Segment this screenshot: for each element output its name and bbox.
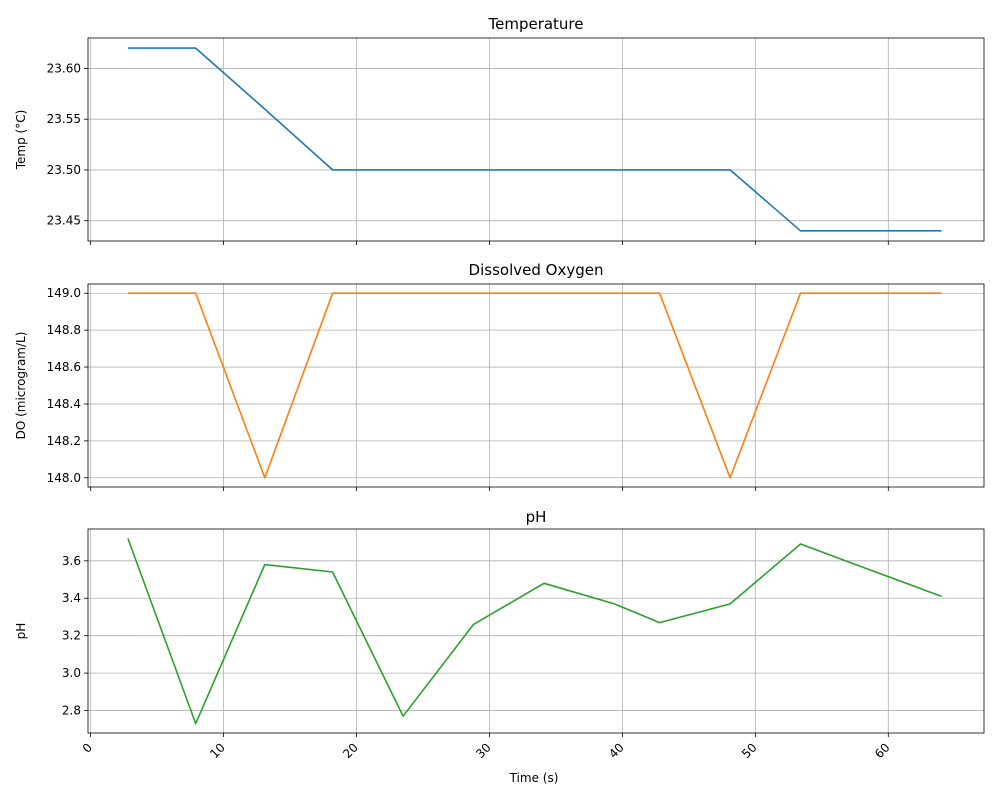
- series-line: [127, 292, 942, 479]
- plot-frame: [87, 528, 985, 734]
- plot-frame: [87, 37, 985, 242]
- x-tick-label: 50: [739, 740, 760, 761]
- y-tick-label: 23.50: [47, 163, 81, 177]
- series-line: [127, 538, 942, 725]
- y-tick-label: 148.6: [47, 360, 81, 374]
- panel-title: Dissolved Oxygen: [469, 261, 604, 279]
- y-axis-label: DO (microgram/L): [14, 332, 28, 440]
- y-tick-label: 3.0: [62, 666, 81, 680]
- x-tick-label: 0: [80, 740, 95, 755]
- y-tick-label: 149.0: [47, 286, 81, 300]
- x-tick-label: 20: [340, 740, 361, 761]
- x-tick-label: 30: [473, 740, 494, 761]
- y-tick-label: 148.4: [47, 397, 81, 411]
- y-tick-label: 23.55: [47, 112, 81, 126]
- y-tick-label: 148.0: [47, 471, 81, 485]
- panel-title: pH: [526, 508, 547, 526]
- y-tick-label: 3.2: [62, 629, 81, 643]
- y-tick-label: 2.8: [62, 704, 81, 718]
- panel-title: Temperature: [487, 15, 583, 33]
- y-tick-label: 148.2: [47, 434, 81, 448]
- x-axis-label: Time (s): [509, 771, 559, 785]
- y-tick-label: 148.8: [47, 323, 81, 337]
- chart-panel-3: 2.8 3.0 3.2 3.4 3.6 0 10 20 30 40 50 60 pH pH: [14, 508, 985, 761]
- chart-panel-2: 148.0 148.2 148.4 148.6 148.8 149.0 Dissolved …: [14, 261, 985, 491]
- y-tick-label: 3.4: [62, 591, 81, 605]
- chart-panel-1: 23.45 23.50 23.55 23.60 Temperature Temp (°C): [14, 15, 985, 245]
- x-tick-label: 10: [207, 740, 228, 761]
- y-tick-label: 23.45: [47, 214, 81, 228]
- y-axis-label: Temp (°C): [14, 110, 28, 171]
- y-axis-label: pH: [14, 623, 28, 640]
- y-tick-label: 3.6: [62, 554, 81, 568]
- x-tick-label: 60: [872, 740, 893, 761]
- y-tick-label: 23.60: [47, 61, 81, 75]
- plot-frame: [87, 283, 985, 488]
- chart-panels: 23.45 23.50 23.55 23.60 Temperature Temp (°C)…: [14, 15, 985, 761]
- series-line: [127, 47, 942, 232]
- x-tick-label: 40: [606, 740, 627, 761]
